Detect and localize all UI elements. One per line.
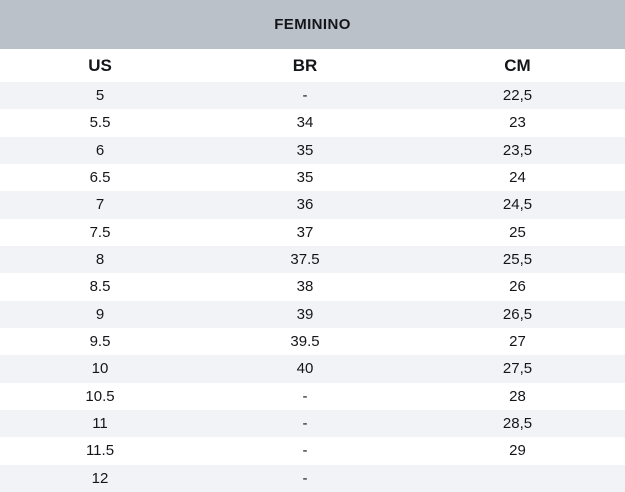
cell-cm: 25 [509, 223, 526, 241]
cell-cm: 25,5 [502, 251, 533, 269]
table-row: 5.5 34 23 [0, 109, 625, 136]
table-row: 11 - 28,5 [0, 409, 625, 438]
table-row: 9 39 26,5 [0, 300, 625, 328]
cell-us: 5.5 [89, 114, 111, 132]
table-row: 12 - [0, 464, 625, 492]
table-row: 8 37.5 25,5 [0, 245, 625, 274]
cell-us: 12 [91, 469, 109, 487]
table-row: 7.5 37 25 [0, 219, 625, 246]
cell-cm: 24 [509, 169, 526, 187]
cell-cm: 29 [509, 442, 526, 460]
cell-cm: 27 [509, 333, 526, 351]
cell-us: 9.5 [89, 333, 111, 351]
cell-cm: 26 [509, 278, 526, 296]
column-header-us: US [88, 55, 112, 75]
table-row: 10 40 27,5 [0, 355, 625, 383]
cell-br: 34 [296, 114, 314, 132]
cell-br: 36 [296, 196, 314, 214]
table-row: 11.5 - 29 [0, 437, 625, 464]
table-row: 5 - 22,5 [0, 82, 625, 110]
cell-br: - [302, 415, 308, 433]
cell-cm: 27,5 [502, 360, 533, 378]
cell-us: 9 [95, 305, 105, 323]
cell-us: 8.5 [89, 278, 111, 296]
cell-us: 6.5 [89, 169, 111, 187]
cell-cm: 28 [509, 387, 526, 405]
cell-us: 7.5 [89, 223, 111, 241]
cell-us: 11.5 [85, 442, 115, 460]
cell-br: 40 [296, 360, 314, 378]
cell-br: 35 [296, 141, 314, 159]
cell-br: 37.5 [290, 251, 320, 269]
cell-cm: 23,5 [502, 141, 533, 159]
cell-cm: 24,5 [502, 196, 533, 214]
cell-us: 6 [95, 141, 105, 159]
cell-br: 39 [296, 305, 314, 323]
cell-us: 10 [91, 360, 109, 378]
table-row: 9.5 39.5 27 [0, 328, 625, 355]
cell-br: 35 [296, 169, 314, 187]
table-row: 6.5 35 24 [0, 164, 625, 191]
column-header-cm: CM [504, 55, 531, 75]
size-table-body: 5 - 22,5 5.5 34 23 6 35 23,5 6.5 35 24 7 36 24,5 7.5 37 2… [0, 82, 625, 492]
cell-cm: 23 [509, 114, 526, 132]
cell-us: 5 [95, 87, 105, 105]
cell-cm: 22,5 [502, 87, 533, 105]
cell-us: 7 [95, 196, 105, 214]
cell-br: 38 [296, 278, 314, 296]
table-row: 6 35 23,5 [0, 136, 625, 164]
table-row: 7 36 24,5 [0, 191, 625, 219]
table-row: 8.5 38 26 [0, 273, 625, 300]
cell-br: - [302, 387, 308, 405]
cell-us: 10.5 [85, 387, 115, 405]
cell-cm: 28,5 [502, 415, 533, 433]
table-title: FEMININO [274, 16, 351, 33]
cell-br: - [302, 87, 308, 105]
cell-br: - [302, 442, 308, 460]
cell-br: 37 [296, 223, 314, 241]
cell-br: - [302, 469, 308, 487]
cell-cm: 26,5 [502, 305, 533, 323]
cell-us: 8 [95, 251, 105, 269]
cell-br: 39.5 [290, 333, 320, 351]
column-header-br: BR [292, 55, 318, 75]
table-header-row: US BR CM [0, 49, 625, 82]
table-title-banner: FEMININO [0, 0, 625, 49]
cell-us: 11 [92, 415, 108, 433]
table-row: 10.5 - 28 [0, 383, 625, 410]
